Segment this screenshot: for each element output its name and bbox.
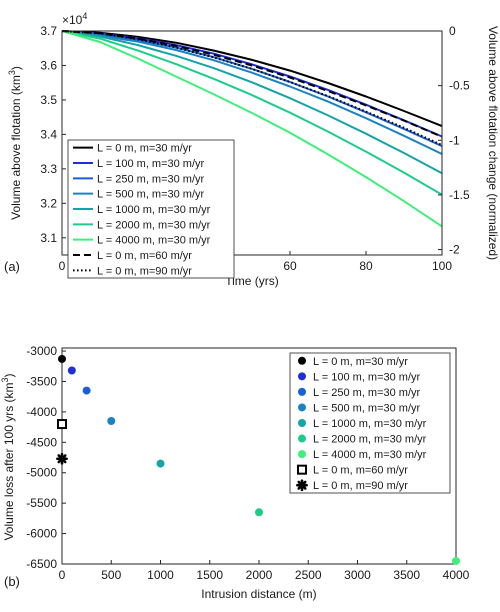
panel-b-data-point bbox=[56, 452, 68, 465]
panel-a-y-tick-label: 3.4 bbox=[40, 127, 57, 141]
panel-a-y2-label: Volume above flotation change (normalize… bbox=[486, 26, 500, 260]
panel-b-legend-label: L = 0 m, m=60 m/yr bbox=[313, 465, 408, 477]
panel-b-x-tick-label: 1000 bbox=[147, 568, 174, 582]
panel-a-y-tick-label: 3.6 bbox=[40, 58, 57, 72]
panel-b-legend-marker bbox=[296, 479, 308, 492]
panel-a-legend-label: L = 0 m, m=30 m/yr bbox=[97, 143, 192, 155]
panel-a-y-tick-label: 3.5 bbox=[40, 93, 57, 107]
panel-b-x-tick-label: 2000 bbox=[246, 568, 273, 582]
panel-b-y-tick-label: -6000 bbox=[26, 527, 57, 541]
panel-b-legend-label: L = 500 m, m=30 m/yr bbox=[313, 402, 421, 414]
panel-a-series-line bbox=[61, 30, 443, 128]
panel-b-legend-marker bbox=[298, 387, 306, 396]
panel-b-y-tick-label: -5500 bbox=[26, 496, 57, 510]
panel-b-x-tick-label: 0 bbox=[59, 568, 66, 582]
panel-b-x-tick-label: 4000 bbox=[443, 568, 470, 582]
panel-b-data-point bbox=[67, 366, 76, 375]
panel-a-x-tick-label: 80 bbox=[359, 259, 373, 273]
panel-a-x-label: Time (yrs) bbox=[225, 274, 279, 288]
panel-a-y-tick-label: 3.7 bbox=[40, 24, 57, 38]
panel-b-y-label: Volume loss after 100 yrs (km3) bbox=[0, 373, 16, 540]
panel-a-legend: L = 0 m, m=30 m/yr L = 100 m, m=30 m/yr L … bbox=[67, 139, 235, 279]
panel-a-legend-box bbox=[67, 139, 235, 279]
panel-a-y2-tick-label: 0 bbox=[449, 24, 456, 38]
panel-a-series-line bbox=[61, 30, 443, 148]
panel-a-legend-label: L = 100 m, m=30 m/yr bbox=[97, 158, 205, 170]
panel-b-legend-label: L = 2000 m, m=30 m/yr bbox=[313, 434, 427, 446]
panel-a-y2-tick-label: -2 bbox=[449, 243, 460, 257]
panel-b-y-tick-label: -6500 bbox=[26, 557, 57, 571]
panel-b-ticks: 0 500 1000 1500 2000 2500 3000 3500 4000 -3000 -35… bbox=[26, 344, 469, 582]
panel-b-legend-label: L = 250 m, m=30 m/yr bbox=[313, 387, 421, 399]
panel-a-series-line bbox=[61, 30, 443, 138]
panel-a-axes-frame bbox=[61, 30, 443, 256]
panel-a-legend-label: L = 0 m, m=60 m/yr bbox=[97, 250, 192, 262]
panel-a-legend-label: L = 2000 m, m=30 m/yr bbox=[97, 219, 211, 231]
panel-a: 0204060801003.13.23.33.43.53.63.70-0.5-1… bbox=[4, 11, 500, 288]
panel-a-legend-label: L = 0 m, m=90 m/yr bbox=[97, 265, 192, 277]
panel-a-x-tick-label: 100 bbox=[432, 259, 452, 273]
panel-b-legend-label: L = 4000 m, m=30 m/yr bbox=[313, 449, 427, 461]
panel-b-y-tick-label: -4500 bbox=[26, 435, 57, 449]
panel-a-legend-label: L = 250 m, m=30 m/yr bbox=[97, 173, 205, 185]
panel-b-legend-label: L = 0 m, m=90 m/yr bbox=[313, 480, 408, 492]
panel-b: 0 500 1000 1500 2000 2500 3000 3500 4000 -3000 -35… bbox=[0, 344, 470, 601]
panel-b-x-tick-label: 1500 bbox=[196, 568, 223, 582]
panel-b-data-point bbox=[255, 508, 263, 517]
panel-b-x-label: Intrusion distance (m) bbox=[201, 587, 316, 601]
panel-a-series-line bbox=[61, 30, 443, 175]
panel-b-legend-marker bbox=[298, 403, 306, 412]
panel-b-y-tick-label: -4000 bbox=[26, 405, 57, 419]
panel-a-series-group bbox=[61, 30, 443, 228]
panel-a-x-tick-label: 60 bbox=[283, 259, 297, 273]
panel-b-legend: L = 0 m, m=30 m/yr L = 100 m, m=30 m/yr L … bbox=[289, 352, 451, 494]
panel-b-legend-marker bbox=[298, 419, 306, 427]
panel-b-data-point bbox=[58, 354, 66, 363]
panel-b-legend-label: L = 100 m, m=30 m/yr bbox=[313, 371, 421, 383]
panel-b-x-tick-label: 2500 bbox=[295, 568, 322, 582]
panel-a-y2-tick-label: -1.5 bbox=[449, 188, 470, 202]
panel-a-legend-label: L = 1000 m, m=30 m/yr bbox=[97, 204, 211, 216]
panel-a-series-line bbox=[61, 30, 443, 228]
panel-b-legend-marker bbox=[298, 372, 306, 381]
panel-a-y-tick-label: 3.2 bbox=[40, 196, 57, 210]
asterisk-stroke bbox=[297, 480, 307, 490]
panel-b-x-tick-label: 3000 bbox=[344, 568, 371, 582]
panel-b-y-tick-label: -5000 bbox=[26, 466, 57, 480]
panel-b-legend-box bbox=[289, 352, 451, 494]
panel-a-y2-tick-label: -0.5 bbox=[449, 79, 470, 93]
panel-b-x-tick-label: 3500 bbox=[393, 568, 420, 582]
asterisk-stroke bbox=[57, 454, 67, 464]
panel-b-legend-label: L = 0 m, m=30 m/yr bbox=[313, 356, 408, 368]
panel-a-y2-tick-label: -1 bbox=[449, 133, 460, 147]
panel-b-x-tick-label: 500 bbox=[101, 568, 121, 582]
panel-a-y-tick-label: 3.3 bbox=[40, 162, 57, 176]
panel-b-legend-marker bbox=[297, 464, 307, 475]
panel-b-points bbox=[56, 354, 460, 565]
panel-a-series-line bbox=[61, 30, 443, 196]
panel-b-legend-marker bbox=[298, 356, 306, 365]
panel-b-data-point bbox=[452, 556, 460, 565]
panel-b-legend-marker bbox=[298, 450, 306, 459]
panel-a-x-tick-label: 0 bbox=[59, 259, 66, 273]
panel-b-y-tick-label: -3500 bbox=[26, 374, 57, 388]
panel-a-series-line bbox=[61, 30, 443, 155]
panel-b-panel-label: (b) bbox=[4, 574, 20, 589]
panel-b-legend-label: L = 1000 m, m=30 m/yr bbox=[313, 418, 427, 430]
panel-b-y-tick-label: -3000 bbox=[26, 344, 57, 358]
panel-a-panel-label: (a) bbox=[4, 259, 20, 274]
panel-b-data-point bbox=[156, 459, 165, 468]
panel-b-data-point bbox=[57, 419, 67, 430]
panel-a-legend-label: L = 500 m, m=30 m/yr bbox=[97, 189, 205, 201]
panel-a-y-label: Volume above flotation (km3) bbox=[7, 66, 23, 220]
panel-a-series-line bbox=[61, 30, 443, 138]
panel-b-data-point bbox=[107, 417, 116, 426]
panel-a-y-multiplier: ×104 bbox=[62, 11, 87, 27]
panel-b-legend-marker bbox=[298, 434, 306, 443]
panel-b-data-point bbox=[82, 386, 91, 395]
panel-a-y-tick-label: 3.1 bbox=[40, 231, 57, 245]
panel-a-legend-label: L = 4000 m, m=30 m/yr bbox=[97, 235, 211, 247]
